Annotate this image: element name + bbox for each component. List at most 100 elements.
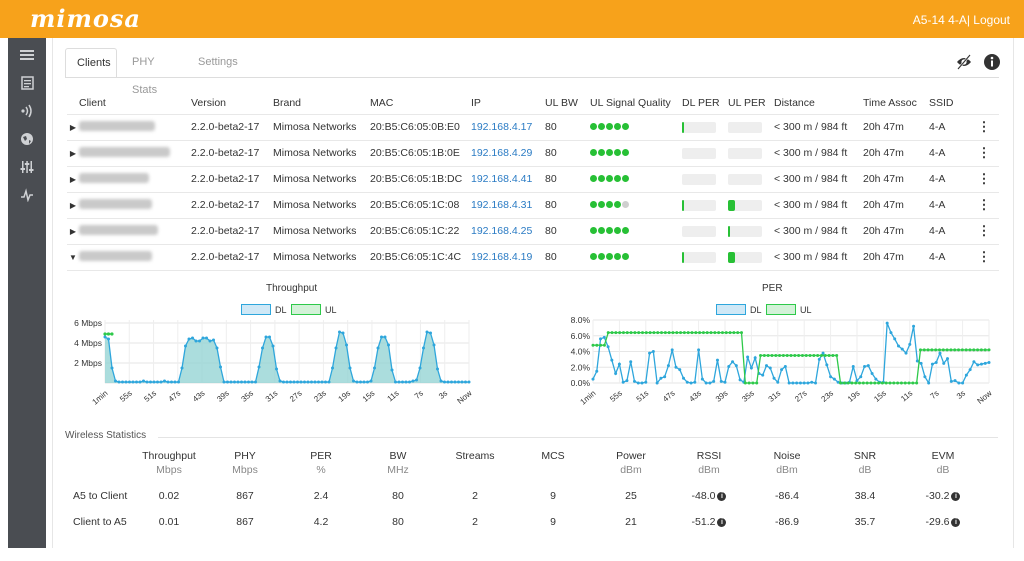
sidebar [8, 38, 46, 548]
ws-value: 38.4 [854, 490, 876, 502]
data-point-dl [415, 378, 418, 382]
expand-caret-icon[interactable]: ▶ [67, 191, 79, 218]
logout-link[interactable]: Logout [973, 13, 1010, 27]
x-tick-label: 7s [413, 389, 425, 401]
col-version[interactable]: Version [191, 96, 227, 109]
per-legend-dl-swatch[interactable] [716, 304, 746, 315]
data-point-dl [226, 380, 229, 384]
menu-icon[interactable] [18, 48, 36, 66]
client-ip-link[interactable]: 192.168.4.31 [471, 199, 533, 211]
client-brand: Mimosa Networks [273, 139, 370, 166]
diagnostics-icon[interactable] [18, 188, 36, 206]
row-actions-kebab-icon[interactable]: ⋮ [969, 243, 999, 271]
col-mac[interactable]: MAC [370, 96, 394, 109]
client-ip-link[interactable]: 192.168.4.25 [471, 225, 533, 237]
client-ssid: 4-A [929, 191, 969, 218]
hide-view-icon[interactable] [955, 53, 973, 71]
data-point-dl [110, 366, 114, 370]
info-icon[interactable]: i [951, 492, 961, 501]
x-tick-label: Now [456, 388, 474, 405]
data-point-dl [821, 351, 825, 355]
expand-caret-icon[interactable]: ▶ [67, 217, 79, 244]
x-tick-label: 43s [191, 389, 207, 404]
signal-dot [606, 149, 613, 156]
client-ip-link[interactable]: 192.168.4.29 [471, 147, 533, 159]
col-brand[interactable]: Brand [273, 96, 302, 109]
col-ip[interactable]: IP [471, 96, 481, 109]
data-point-dl [341, 331, 345, 335]
info-icon[interactable]: i [717, 492, 727, 501]
info-icon[interactable] [983, 53, 1001, 71]
signal-dot [606, 175, 613, 182]
data-point-ul [934, 348, 938, 352]
data-point-ul [877, 381, 881, 385]
data-point-dl [163, 379, 166, 383]
client-ip-link[interactable]: 192.168.4.19 [471, 251, 533, 263]
expand-caret-icon[interactable]: ▶ [67, 113, 79, 140]
throughput-legend-dl-swatch[interactable] [241, 304, 271, 315]
signal-dot [614, 253, 621, 260]
col-dl-per[interactable]: DL PER [682, 96, 720, 109]
dl-per-bar-cell [682, 165, 728, 192]
data-point-dl [644, 380, 648, 384]
data-point-ul [907, 381, 911, 385]
info-icon[interactable]: i [951, 518, 961, 527]
col-ul-per[interactable]: UL PER [728, 96, 766, 109]
col-ssid[interactable]: SSID [929, 96, 954, 109]
x-tick-label: 3s [955, 389, 967, 401]
throughput-legend-ul-swatch[interactable] [291, 304, 321, 315]
data-point-ul [717, 331, 721, 335]
ws-value: 9 [550, 516, 556, 528]
col-time-assoc[interactable]: Time Assoc [863, 96, 917, 109]
data-point-dl [693, 380, 697, 384]
settings-sliders-icon[interactable] [18, 160, 36, 178]
col-distance[interactable]: Distance [774, 96, 815, 109]
data-point-dl [306, 380, 310, 384]
expand-caret-icon[interactable]: ▶ [67, 139, 79, 166]
tab-settings[interactable]: Settings [198, 56, 238, 68]
client-ip-link[interactable]: 192.168.4.41 [471, 173, 533, 185]
col-ul-signal-quality[interactable]: UL Signal Quality [590, 96, 671, 109]
data-point-dl [278, 379, 282, 383]
collapse-caret-icon[interactable]: ▼ [67, 243, 79, 271]
data-point-dl [961, 381, 965, 385]
signal-dot [590, 175, 597, 182]
row-actions-kebab-icon[interactable]: ⋮ [969, 139, 999, 166]
row-actions-kebab-icon[interactable]: ⋮ [969, 217, 999, 244]
tab-phy-stats[interactable]: PHY Stats [132, 56, 158, 96]
data-point-dl [723, 380, 727, 384]
data-point-dl [208, 339, 212, 343]
ws-value: 80 [392, 516, 404, 528]
col-client[interactable]: Client [79, 96, 106, 109]
row-actions-kebab-icon[interactable]: ⋮ [969, 113, 999, 140]
row-actions-kebab-icon[interactable]: ⋮ [969, 165, 999, 192]
ws-value: 9 [550, 490, 556, 502]
x-tick-label: 15s [361, 389, 377, 404]
signal-dot [598, 201, 605, 208]
info-icon[interactable]: i [717, 518, 727, 527]
signal-quality-dots [590, 191, 682, 218]
client-ip-link[interactable]: 192.168.4.17 [471, 121, 533, 133]
col-ul-bw[interactable]: UL BW [545, 96, 578, 109]
data-point-dl [772, 376, 776, 380]
ws-value: 21 [625, 516, 637, 528]
data-point-ul [644, 331, 648, 335]
data-point-dl [453, 380, 457, 384]
data-point-ul [660, 331, 664, 335]
tab-clients[interactable]: Clients [65, 48, 117, 78]
dashboard-icon[interactable] [18, 76, 36, 94]
data-point-dl [338, 330, 341, 334]
data-point-dl [243, 380, 247, 384]
per-legend-ul-swatch[interactable] [766, 304, 796, 315]
wireless-icon[interactable] [18, 104, 36, 122]
network-globe-icon[interactable] [18, 132, 36, 150]
row-actions-kebab-icon[interactable]: ⋮ [969, 191, 999, 218]
data-point-dl [103, 335, 107, 339]
expand-caret-icon[interactable]: ▶ [67, 165, 79, 192]
